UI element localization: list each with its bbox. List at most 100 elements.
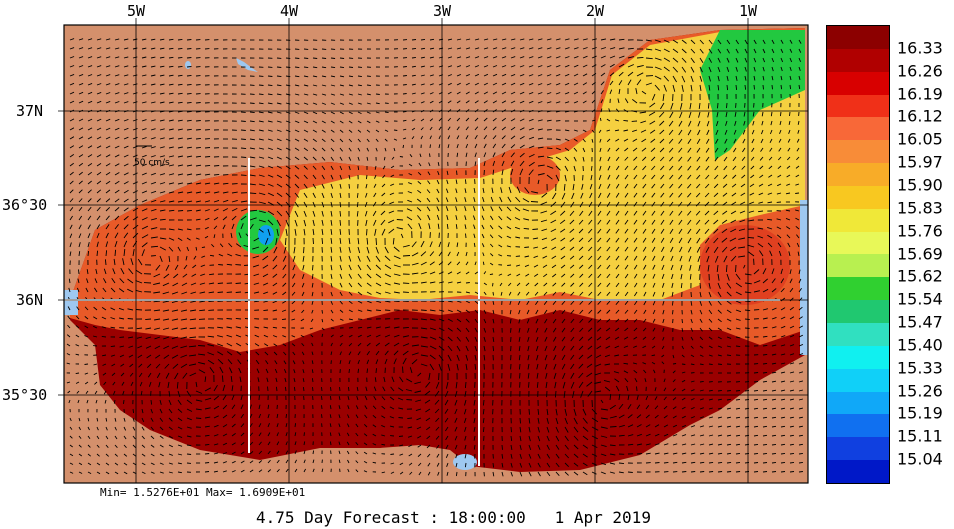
- current-vector: [738, 237, 746, 240]
- current-vector: [600, 399, 604, 404]
- current-vector: [150, 92, 156, 95]
- current-vector: [312, 93, 318, 96]
- current-vector: [111, 278, 116, 284]
- current-vector: [726, 39, 731, 45]
- current-vector: [302, 387, 305, 392]
- current-vector: [618, 80, 623, 86]
- map-frame: [63, 24, 809, 484]
- current-vector: [591, 38, 597, 41]
- current-vector: [731, 192, 737, 197]
- current-vector: [141, 181, 147, 185]
- current-vector: [185, 255, 188, 261]
- current-vector: [384, 291, 391, 294]
- current-vector: [276, 450, 280, 455]
- current-vector: [455, 224, 458, 230]
- current-vector: [168, 137, 174, 140]
- current-vector: [434, 390, 440, 397]
- current-vector: [681, 66, 687, 73]
- current-vector: [614, 354, 620, 357]
- current-vector: [582, 426, 589, 432]
- current-vector: [564, 471, 569, 476]
- current-vector: [555, 174, 560, 182]
- current-vector: [659, 156, 665, 162]
- current-vector: [189, 327, 197, 330]
- current-vector: [418, 462, 422, 467]
- current-vector: [786, 183, 791, 186]
- current-vector: [399, 156, 404, 158]
- current-vector: [375, 273, 382, 278]
- current-vector: [699, 309, 703, 315]
- legend-value-label: 15.33: [897, 358, 943, 378]
- current-vector: [284, 237, 287, 246]
- current-vector: [654, 66, 662, 70]
- current-vector: [660, 174, 665, 180]
- current-vector: [634, 273, 638, 279]
- current-vector: [213, 424, 219, 428]
- current-vector: [445, 206, 449, 212]
- current-vector: [662, 291, 665, 297]
- current-vector: [742, 129, 746, 135]
- current-vector: [690, 452, 696, 455]
- current-vector: [717, 416, 723, 419]
- current-vectors: [66, 38, 804, 477]
- current-vector: [581, 183, 584, 190]
- current-vector: [573, 38, 579, 41]
- current-vector: [456, 38, 462, 41]
- current-vector: [252, 246, 260, 250]
- current-vector: [96, 426, 99, 431]
- current-vector: [600, 462, 607, 466]
- current-vector: [123, 181, 129, 185]
- current-vector: [348, 84, 354, 87]
- current-vector: [366, 138, 370, 143]
- current-vector: [663, 396, 667, 401]
- current-vector: [217, 351, 224, 356]
- current-vector: [348, 273, 352, 279]
- current-vector: [321, 138, 326, 143]
- current-vector: [561, 300, 566, 305]
- current-vector: [213, 443, 219, 446]
- current-vector: [218, 253, 224, 257]
- current-vector: [699, 354, 704, 357]
- current-vector: [787, 242, 791, 248]
- current-vector: [798, 407, 804, 410]
- current-vector: [105, 100, 111, 104]
- current-vector: [798, 66, 801, 71]
- current-vector: [186, 155, 193, 158]
- current-vector: [519, 65, 525, 68]
- legend-swatch: [827, 322, 889, 346]
- current-vector: [687, 138, 692, 144]
- current-vector: [617, 98, 620, 104]
- current-vector: [507, 264, 512, 266]
- current-vector: [672, 388, 676, 392]
- forecast-text: 4.75 Day Forecast : 18:00:00 1 Apr 2019: [256, 508, 651, 527]
- current-vector: [681, 461, 687, 464]
- current-vector: [78, 171, 83, 176]
- current-vector: [762, 443, 768, 446]
- current-vector: [409, 471, 413, 475]
- current-vector: [652, 327, 656, 332]
- current-vector: [186, 444, 192, 447]
- current-vector: [87, 241, 90, 248]
- current-vector: [555, 64, 561, 68]
- current-vector: [435, 435, 440, 440]
- current-vector: [231, 191, 238, 194]
- current-vector: [582, 82, 588, 86]
- current-vector: [249, 129, 255, 132]
- strait-water: [64, 290, 78, 315]
- current-vector: [668, 129, 674, 135]
- current-vector: [96, 250, 99, 257]
- current-vector: [771, 407, 777, 410]
- current-vector: [672, 415, 677, 419]
- current-vector: [689, 264, 692, 271]
- current-vector: [372, 443, 377, 446]
- current-vector: [798, 425, 803, 428]
- current-vector: [372, 210, 377, 217]
- current-vector: [339, 84, 345, 87]
- current-vector: [492, 56, 498, 59]
- current-vector: [580, 390, 584, 398]
- current-vector: [519, 426, 522, 433]
- current-vector: [753, 452, 759, 455]
- current-vector: [294, 468, 298, 473]
- current-vector: [384, 358, 388, 365]
- current-vector: [582, 64, 588, 68]
